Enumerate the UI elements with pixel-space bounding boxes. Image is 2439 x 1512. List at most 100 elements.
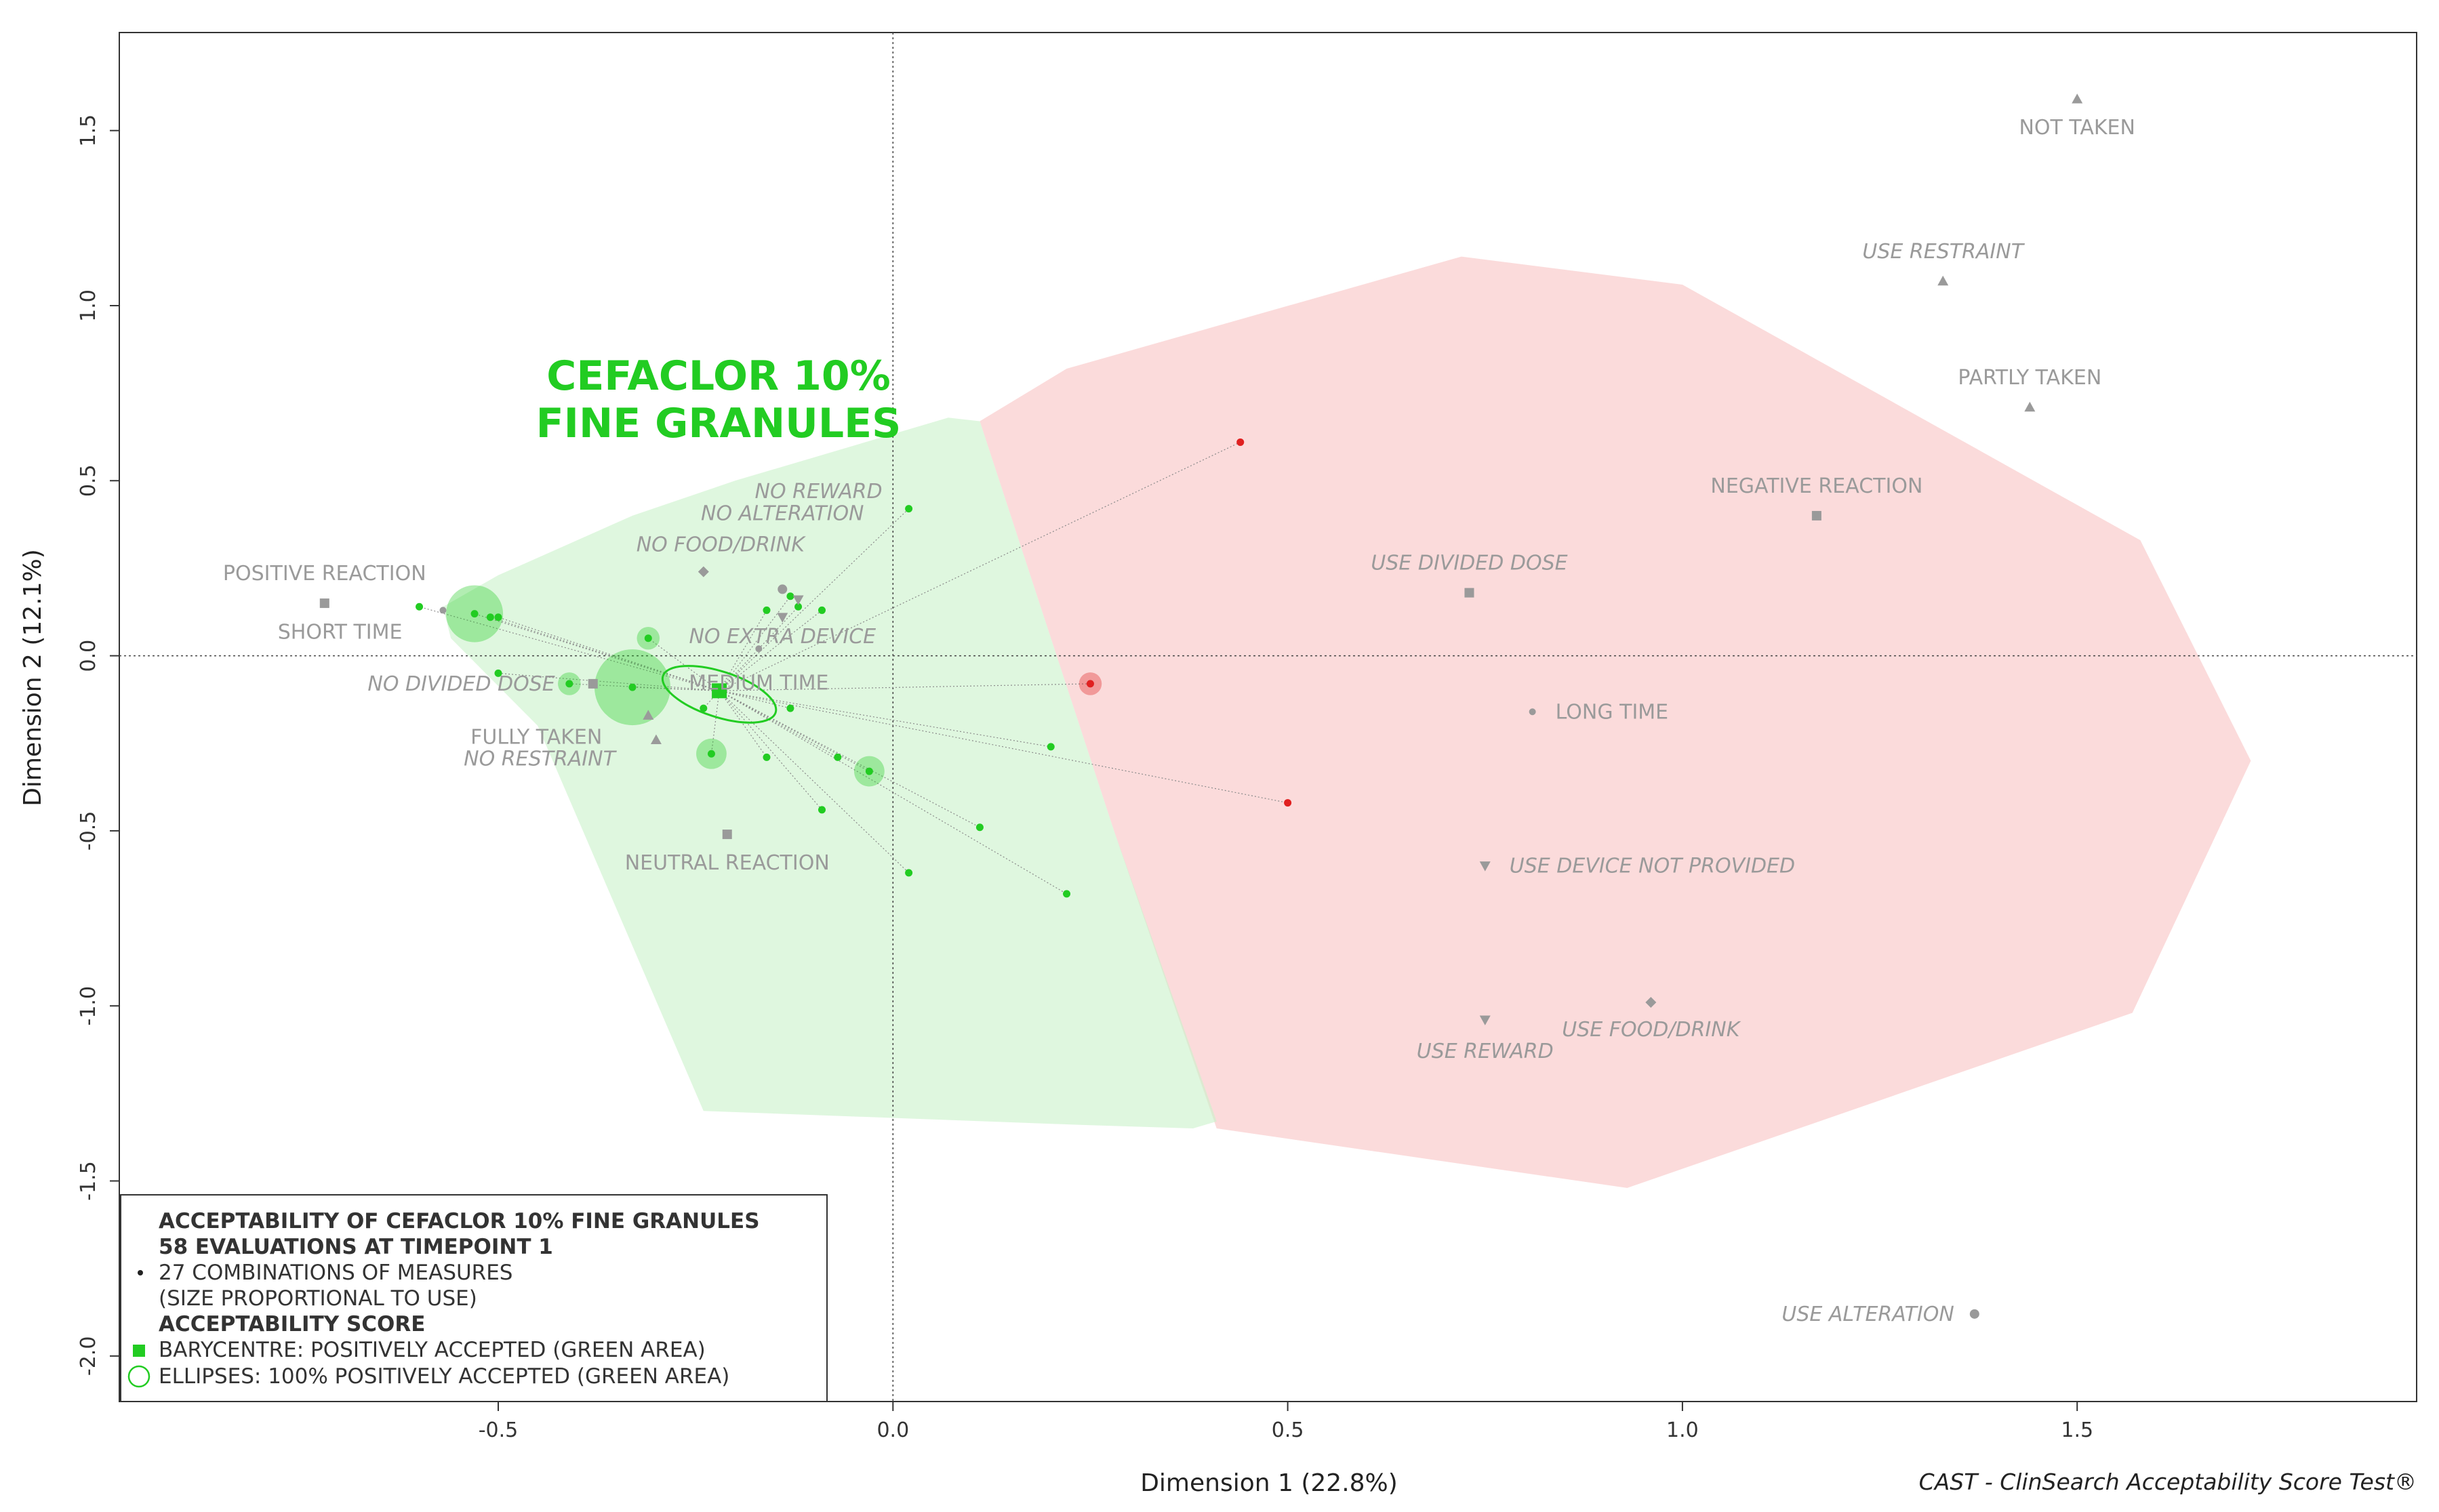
- category-label: PARTLY TAKEN: [1958, 366, 2101, 390]
- combination-point: [707, 750, 715, 758]
- category-label: USE FOOD/DRINK: [1562, 1018, 1741, 1042]
- x-tick-label: 0.0: [876, 1418, 909, 1442]
- y-tick-label: 0.5: [77, 464, 100, 497]
- legend-ellipses: ELLIPSES: 100% POSITIVELY ACCEPTED (GREE…: [159, 1364, 729, 1389]
- category-label: SHORT TIME: [278, 620, 403, 644]
- combination-point: [565, 680, 573, 688]
- accepted-area: [443, 417, 1217, 1128]
- category-label: USE RESTRAINT: [1862, 240, 2025, 264]
- combination-point: [628, 683, 637, 691]
- category-triangle-down: [777, 613, 788, 623]
- category-triangle-down: [792, 595, 804, 605]
- combination-link: [474, 613, 720, 691]
- acceptability-areas: [443, 256, 2251, 1188]
- category-diamond: [698, 566, 709, 577]
- legend-barycentre-marker: [133, 1345, 145, 1357]
- category-label: NO ALTERATION: [701, 502, 864, 525]
- acceptance-ellipse: [661, 665, 778, 724]
- category-label: NOT TAKEN: [2019, 116, 2135, 140]
- legend-barycentre: BARYCENTRE: POSITIVELY ACCEPTED (GREEN A…: [159, 1338, 706, 1362]
- combination-point: [818, 606, 826, 614]
- combination-point: [486, 613, 494, 621]
- combination-point: [786, 592, 794, 600]
- category-plus: [1529, 708, 1536, 716]
- combination-point: [794, 602, 803, 611]
- combination-link: [647, 638, 720, 691]
- category-label: NO FOOD/DRINK: [637, 533, 807, 557]
- legend-box: [120, 1194, 828, 1402]
- combination-link: [719, 690, 767, 758]
- category-plus: [755, 645, 763, 653]
- x-tick-label: 0.5: [1272, 1418, 1304, 1442]
- category-triangle-up: [1937, 275, 1949, 286]
- plot-frame: [119, 32, 2417, 1402]
- combination-point: [494, 669, 502, 677]
- category-square: [1811, 510, 1821, 520]
- combination-point: [1236, 438, 1245, 446]
- combination-point: [834, 753, 842, 761]
- category-square: [722, 830, 732, 840]
- combination-link: [632, 687, 720, 691]
- y-tick-label: 0.0: [77, 640, 100, 672]
- combination-point: [470, 610, 479, 618]
- combination-links: [419, 441, 1288, 895]
- legend-combinations-note: (SIZE PROPORTIONAL TO USE): [159, 1286, 477, 1311]
- category-circle: [778, 584, 788, 594]
- not-accepted-area: [980, 256, 2251, 1188]
- category-triangle-down: [1479, 1015, 1491, 1025]
- combination-link: [719, 596, 791, 691]
- combination-point: [763, 606, 771, 614]
- combination-link: [490, 617, 720, 691]
- combination-point: [1063, 890, 1071, 898]
- x-tick-label: 1.5: [2061, 1418, 2093, 1442]
- legend: ACCEPTABILITY OF CEFACLOR 10% FINE GRANU…: [120, 1194, 828, 1402]
- category-label: FULLY TAKEN: [470, 725, 602, 749]
- category-square: [319, 598, 329, 609]
- category-label: USE ALTERATION: [1781, 1303, 1954, 1326]
- y-tick-label: -0.5: [77, 811, 100, 851]
- category-plus: [439, 607, 447, 614]
- category-label: MEDIUM TIME: [689, 671, 828, 695]
- category-triangle-down: [1479, 861, 1491, 872]
- category-triangle-up: [650, 734, 662, 744]
- category-label: LONG TIME: [1556, 700, 1669, 724]
- y-tick-label: -1.0: [77, 986, 100, 1026]
- combination-link: [719, 441, 1241, 691]
- combination-point: [865, 767, 873, 775]
- category-square: [1464, 588, 1474, 598]
- category-circle: [1969, 1309, 1979, 1319]
- chart-title-line-1: CEFACLOR 10%: [546, 352, 890, 400]
- y-tick-label: -1.5: [77, 1161, 100, 1201]
- category-label: NO RESTRAINT: [464, 748, 617, 771]
- category-label: NO REWARD: [755, 480, 883, 504]
- combination-point: [1284, 799, 1292, 807]
- combination-link: [719, 690, 980, 828]
- combination-link: [719, 683, 1091, 691]
- barycentre-marker: [712, 683, 727, 699]
- legend-title-1: ACCEPTABILITY OF CEFACLOR 10% FINE GRANU…: [159, 1209, 760, 1233]
- legend-score-title: ACCEPTABILITY SCORE: [159, 1312, 425, 1336]
- category-triangle-up: [643, 710, 654, 720]
- combination-points: [416, 438, 1292, 898]
- legend-combinations: 27 COMBINATIONS OF MEASURES: [159, 1261, 513, 1285]
- combination-link: [719, 690, 822, 811]
- category-triangle-up: [2072, 94, 2083, 104]
- y-tick-label: 1.5: [77, 115, 100, 147]
- footer-credit: CAST - ClinSearch Acceptability Score Te…: [1919, 1469, 2417, 1495]
- combination-point: [975, 823, 984, 832]
- combination-point: [416, 602, 424, 611]
- combination-point: [786, 704, 794, 712]
- category-label: NEUTRAL REACTION: [625, 851, 830, 875]
- category-label: POSITIVE REACTION: [223, 562, 426, 586]
- category-square: [588, 678, 598, 689]
- category-label: NO DIVIDED DOSE: [367, 672, 555, 696]
- x-tick-label: -0.5: [479, 1418, 519, 1442]
- category-label: USE REWARD: [1417, 1040, 1554, 1063]
- combination-link: [719, 690, 839, 758]
- combination-point: [494, 613, 502, 621]
- legend-title-2: 58 EVALUATIONS AT TIMEPOINT 1: [159, 1235, 553, 1259]
- combination-point: [644, 634, 652, 642]
- combination-point: [905, 869, 913, 877]
- category-label: USE DIVIDED DOSE: [1371, 552, 1567, 575]
